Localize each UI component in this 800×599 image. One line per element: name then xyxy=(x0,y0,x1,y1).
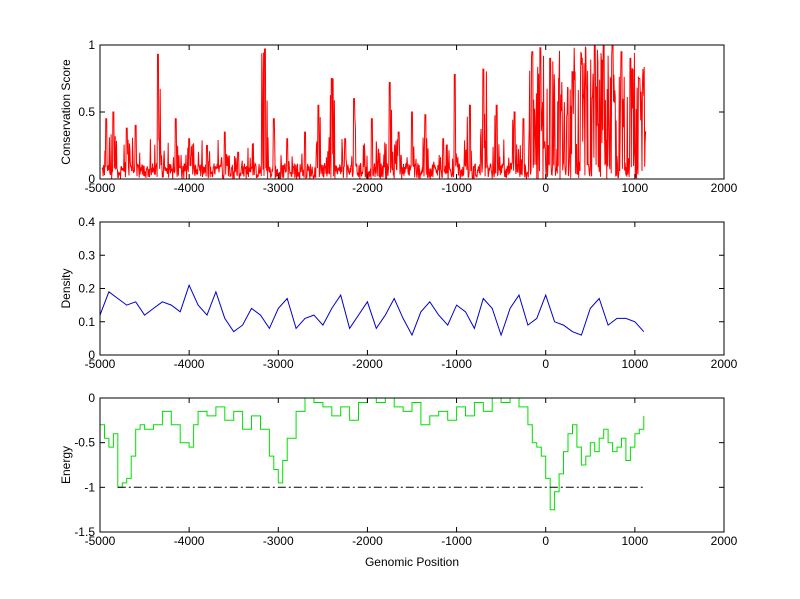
energy-y-tick-label: 0 xyxy=(88,391,95,405)
energy-x-tick-label: 1000 xyxy=(622,534,649,548)
density-x-tick-label: 0 xyxy=(542,357,549,371)
energy-series-line-0 xyxy=(100,397,645,511)
density-y-tick-label: 0 xyxy=(88,348,95,362)
energy-x-tick-label: 0 xyxy=(542,534,549,548)
conservation-x-tick-label: -2000 xyxy=(352,181,383,195)
density-x-tick-label: 1000 xyxy=(622,357,649,371)
density-ticks: -5000 -4000 -3000 -2000 -1000 0 1000 2000 0 0.1 0.… xyxy=(78,215,737,371)
energy-series-layer xyxy=(100,397,645,511)
conservation-y-axis-label: Conservation Score xyxy=(59,59,73,165)
energy-x-axis-label: Genomic Position xyxy=(365,555,459,569)
conservation-series-line-0 xyxy=(101,44,647,180)
density-series-layer xyxy=(99,283,645,337)
density-x-tick-label: -3000 xyxy=(263,357,294,371)
density-x-tick-label: -4000 xyxy=(174,357,205,371)
conservation-x-tick-label: 2000 xyxy=(711,181,738,195)
energy-axes-frame xyxy=(99,397,725,533)
conservation-x-tick-label: 1000 xyxy=(622,181,649,195)
conservation-y-tick-label: 1 xyxy=(88,38,95,52)
conservation-x-tick-label: -4000 xyxy=(174,181,205,195)
density-y-axis-label: Density xyxy=(59,268,73,308)
energy-y-tick-label: -1.5 xyxy=(74,525,95,539)
density-x-tick-label: -1000 xyxy=(441,357,472,371)
conservation-y-tick-label: 0.5 xyxy=(78,105,95,119)
density-y-tick-label: 0.3 xyxy=(78,248,95,262)
conservation-series-layer xyxy=(101,44,647,180)
conservation-y-tick-label: 0 xyxy=(88,172,95,186)
density-y-tick-label: 0.4 xyxy=(78,215,95,229)
energy-x-tick-label: -2000 xyxy=(352,534,383,548)
density-y-tick-label: 0.1 xyxy=(78,315,95,329)
energy-x-tick-label: 2000 xyxy=(711,534,738,548)
energy-y-tick-label: -0.5 xyxy=(74,436,95,450)
energy-x-tick-label: -5000 xyxy=(85,534,116,548)
density-x-tick-label: 2000 xyxy=(711,357,738,371)
conservation-x-tick-label: -3000 xyxy=(263,181,294,195)
density-y-tick-label: 0.2 xyxy=(78,282,95,296)
energy-x-tick-label: -4000 xyxy=(174,534,205,548)
conservation-ticks: -5000 -4000 -3000 -2000 -1000 0 1000 2000 0 0.5 1 xyxy=(78,38,737,195)
energy-x-tick-label: -3000 xyxy=(263,534,294,548)
energy-y-axis-label: Energy xyxy=(59,446,73,484)
conservation-x-tick-label: 0 xyxy=(542,181,549,195)
conservation-x-tick-label: -1000 xyxy=(441,181,472,195)
density-series-line-0 xyxy=(99,283,645,337)
density-x-tick-label: -5000 xyxy=(85,357,116,371)
energy-x-tick-label: -1000 xyxy=(441,534,472,548)
conservation-x-tick-label: -5000 xyxy=(85,181,116,195)
density-x-tick-label: -2000 xyxy=(352,357,383,371)
conservation-panel: -5000 -4000 -3000 -2000 -1000 0 1000 200000.51 … xyxy=(59,38,738,195)
energy-ticks: -5000 -4000 -3000 -2000 -1000 0 1000 2000 0 -0.5 -… xyxy=(74,391,737,548)
energy-panel: -5000 -4000 -3000 -2000 -1000 0 1000 2000 0 -0.5 -… xyxy=(59,391,738,569)
energy-y-tick-label: -1 xyxy=(84,480,95,494)
density-panel: -5000 -4000 -3000 -2000 -1000 0 1000 2000 0 0.1 0.… xyxy=(59,215,738,371)
